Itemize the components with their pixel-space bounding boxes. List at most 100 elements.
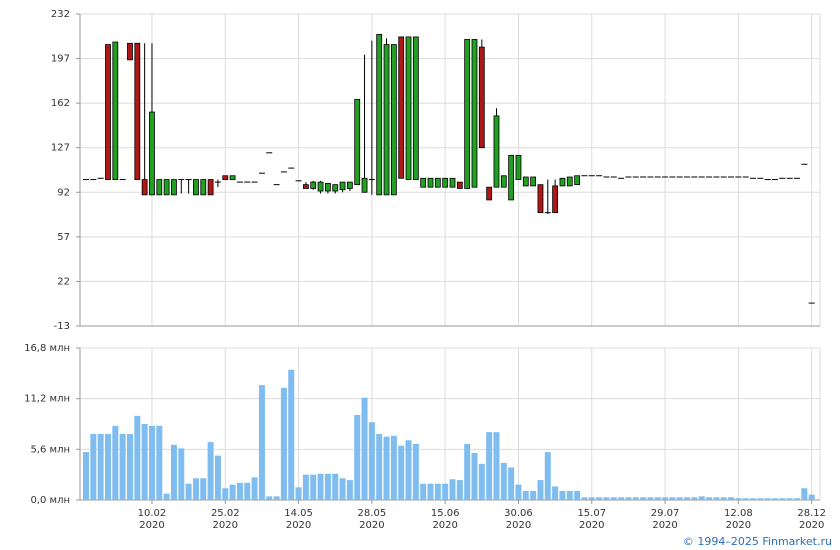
volume-bar bbox=[750, 498, 757, 500]
volume-bar bbox=[310, 474, 317, 500]
footer: © 1994–2025 Finmarket.ru bbox=[683, 535, 832, 548]
candle-body bbox=[302, 184, 309, 189]
volume-bar bbox=[295, 487, 302, 500]
volume-bar bbox=[544, 452, 551, 500]
candle-body bbox=[156, 179, 163, 196]
candle-body bbox=[486, 186, 493, 201]
y-tick-label: -13 bbox=[54, 321, 70, 332]
volume-bar bbox=[574, 490, 581, 500]
x-tick-label: 2020 bbox=[652, 520, 677, 531]
candle-body bbox=[515, 154, 522, 180]
volume-bar bbox=[398, 445, 405, 500]
x-tick-label: 12.08 bbox=[724, 508, 753, 519]
candle-body bbox=[383, 44, 390, 196]
volume-bar bbox=[354, 414, 361, 500]
x-tick-label: 15.06 bbox=[431, 508, 460, 519]
x-tick-label: 14.05 bbox=[284, 508, 313, 519]
volume-bar bbox=[405, 440, 412, 500]
candle-body bbox=[310, 181, 317, 189]
volume-bar bbox=[339, 478, 346, 500]
x-tick-label: 30.06 bbox=[504, 508, 533, 519]
volume-bar bbox=[134, 415, 141, 500]
candle-body bbox=[574, 175, 581, 186]
candle-body bbox=[508, 154, 515, 201]
volume-bar bbox=[244, 482, 251, 500]
volume-bar bbox=[236, 482, 243, 500]
volume-bar bbox=[192, 478, 199, 500]
volume-bar bbox=[83, 452, 89, 500]
volume-bar bbox=[676, 497, 683, 500]
candle-body bbox=[522, 176, 529, 187]
candle-body bbox=[207, 179, 214, 196]
volume-bar bbox=[288, 369, 295, 500]
volume-bar bbox=[104, 433, 111, 500]
x-tick-label: 2020 bbox=[213, 520, 238, 531]
volume-bar bbox=[156, 425, 163, 500]
candle-body bbox=[398, 36, 405, 179]
volume-bar bbox=[141, 424, 148, 500]
volume-bar bbox=[515, 484, 522, 500]
volume-bar bbox=[471, 452, 478, 500]
candle-body bbox=[229, 175, 236, 180]
y-tick-label: 5,6 млн bbox=[30, 444, 70, 455]
y-tick-label: 16,8 млн bbox=[24, 343, 70, 354]
candle-body bbox=[405, 36, 412, 180]
volume-bar bbox=[148, 425, 155, 500]
candle-body bbox=[127, 42, 133, 61]
volume-bar bbox=[603, 497, 610, 500]
volume-bar bbox=[684, 497, 691, 500]
volume-bar bbox=[200, 478, 207, 500]
candle-body bbox=[500, 175, 507, 188]
volume-bar bbox=[207, 442, 214, 500]
volume-bar bbox=[163, 493, 170, 500]
volume-bar bbox=[170, 444, 177, 500]
y-tick-label: 0,0 млн bbox=[30, 495, 70, 506]
volume-bar bbox=[456, 480, 463, 500]
y-tick-label: 197 bbox=[51, 54, 70, 65]
candle-body bbox=[559, 177, 566, 187]
y-tick-label: 11,2 млн bbox=[24, 394, 70, 405]
volume-bar bbox=[588, 497, 595, 500]
x-tick-label: 15.07 bbox=[577, 508, 606, 519]
candle-body bbox=[163, 179, 170, 196]
candle-body bbox=[456, 181, 463, 189]
x-tick-label: 2020 bbox=[139, 520, 164, 531]
volume-bar bbox=[412, 443, 419, 500]
volume-bar bbox=[119, 433, 126, 500]
candle-body bbox=[493, 115, 500, 188]
volume-bar bbox=[258, 385, 265, 500]
volume-bar bbox=[757, 498, 764, 500]
volume-bar bbox=[566, 490, 573, 500]
volume-bar bbox=[720, 497, 727, 500]
volume-bar bbox=[706, 497, 713, 500]
volume-bar bbox=[728, 497, 735, 500]
y-tick-label: 57 bbox=[57, 232, 70, 243]
volume-bar bbox=[493, 432, 500, 500]
candle-body bbox=[171, 179, 177, 196]
y-tick-label: 232 bbox=[51, 9, 70, 20]
x-tick-label: 2020 bbox=[579, 520, 604, 531]
volume-bar bbox=[625, 497, 632, 500]
volume-bar bbox=[508, 467, 515, 500]
candle-body bbox=[200, 179, 207, 196]
candle-body bbox=[390, 44, 397, 196]
volume-bar bbox=[214, 455, 221, 500]
candle-body bbox=[339, 181, 346, 191]
volume-bar bbox=[552, 486, 559, 500]
volume-bar bbox=[332, 473, 339, 500]
candle-body bbox=[324, 182, 331, 192]
volume-bar bbox=[126, 433, 133, 500]
volume-bar bbox=[530, 490, 537, 500]
x-tick-label: 10.02 bbox=[138, 508, 167, 519]
volume-bar bbox=[266, 496, 273, 500]
volume-bar bbox=[368, 422, 375, 500]
volume-bar bbox=[427, 483, 434, 500]
x-tick-label: 28.12 bbox=[797, 508, 826, 519]
volume-bar bbox=[361, 397, 368, 500]
volume-bar bbox=[464, 443, 471, 500]
volume-bar bbox=[522, 490, 529, 500]
x-tick-label: 2020 bbox=[726, 520, 751, 531]
volume-bar bbox=[662, 497, 669, 500]
volume-bar bbox=[486, 432, 493, 500]
